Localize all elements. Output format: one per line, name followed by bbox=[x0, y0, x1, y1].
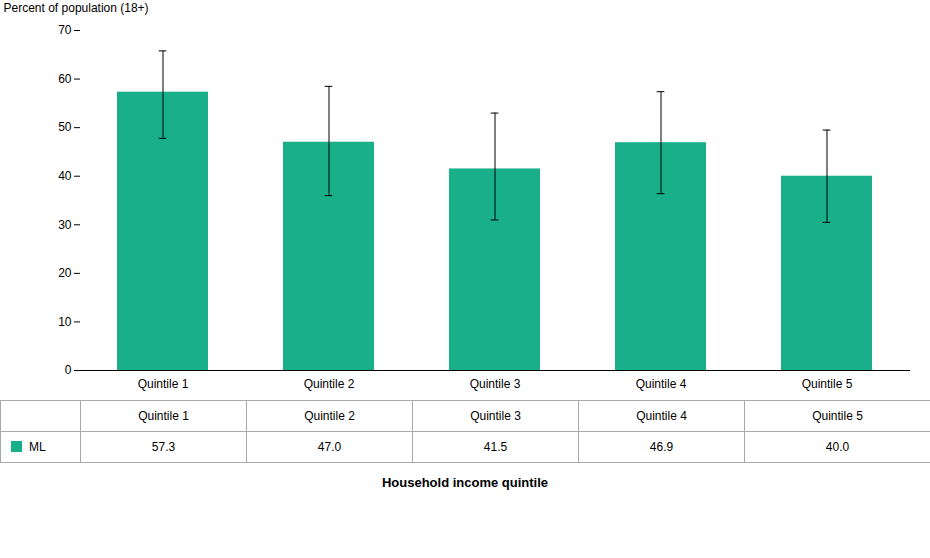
svg-text:60: 60 bbox=[58, 72, 72, 86]
svg-text:Quintile 4: Quintile 4 bbox=[636, 377, 687, 391]
svg-text:Percent of population (18+): Percent of population (18+) bbox=[4, 1, 149, 15]
svg-text:Quintile 2: Quintile 2 bbox=[304, 377, 355, 391]
svg-text:20: 20 bbox=[58, 266, 72, 280]
html-text:Quintile 5: Quintile 5 bbox=[812, 409, 863, 423]
svg-text:Quintile 1: Quintile 1 bbox=[138, 377, 189, 391]
html-text:40.0: 40.0 bbox=[825, 440, 850, 454]
html-text:57.3: 57.3 bbox=[151, 440, 176, 454]
html-text:ML: ML bbox=[29, 440, 46, 454]
html-text:41.5: 41.5 bbox=[483, 440, 508, 454]
html-text:Quintile 1: Quintile 1 bbox=[138, 409, 189, 423]
svg-text:50: 50 bbox=[58, 120, 72, 134]
svg-text:0: 0 bbox=[65, 363, 72, 377]
svg-text:70: 70 bbox=[58, 23, 72, 37]
svg-text:Quintile 3: Quintile 3 bbox=[470, 377, 521, 391]
html-text:Household income quintile: Household income quintile bbox=[381, 475, 549, 490]
html-text:Quintile 4: Quintile 4 bbox=[636, 409, 687, 423]
svg-text:30: 30 bbox=[58, 218, 72, 232]
html-text:Quintile 2: Quintile 2 bbox=[304, 409, 355, 423]
html-text:Quintile 3: Quintile 3 bbox=[470, 409, 521, 423]
html-text:46.9: 46.9 bbox=[649, 440, 674, 454]
svg-text:40: 40 bbox=[58, 169, 72, 183]
svg-text:10: 10 bbox=[58, 315, 72, 329]
html-text:47.0: 47.0 bbox=[317, 440, 342, 454]
svg-text:Quintile 5: Quintile 5 bbox=[802, 377, 853, 391]
